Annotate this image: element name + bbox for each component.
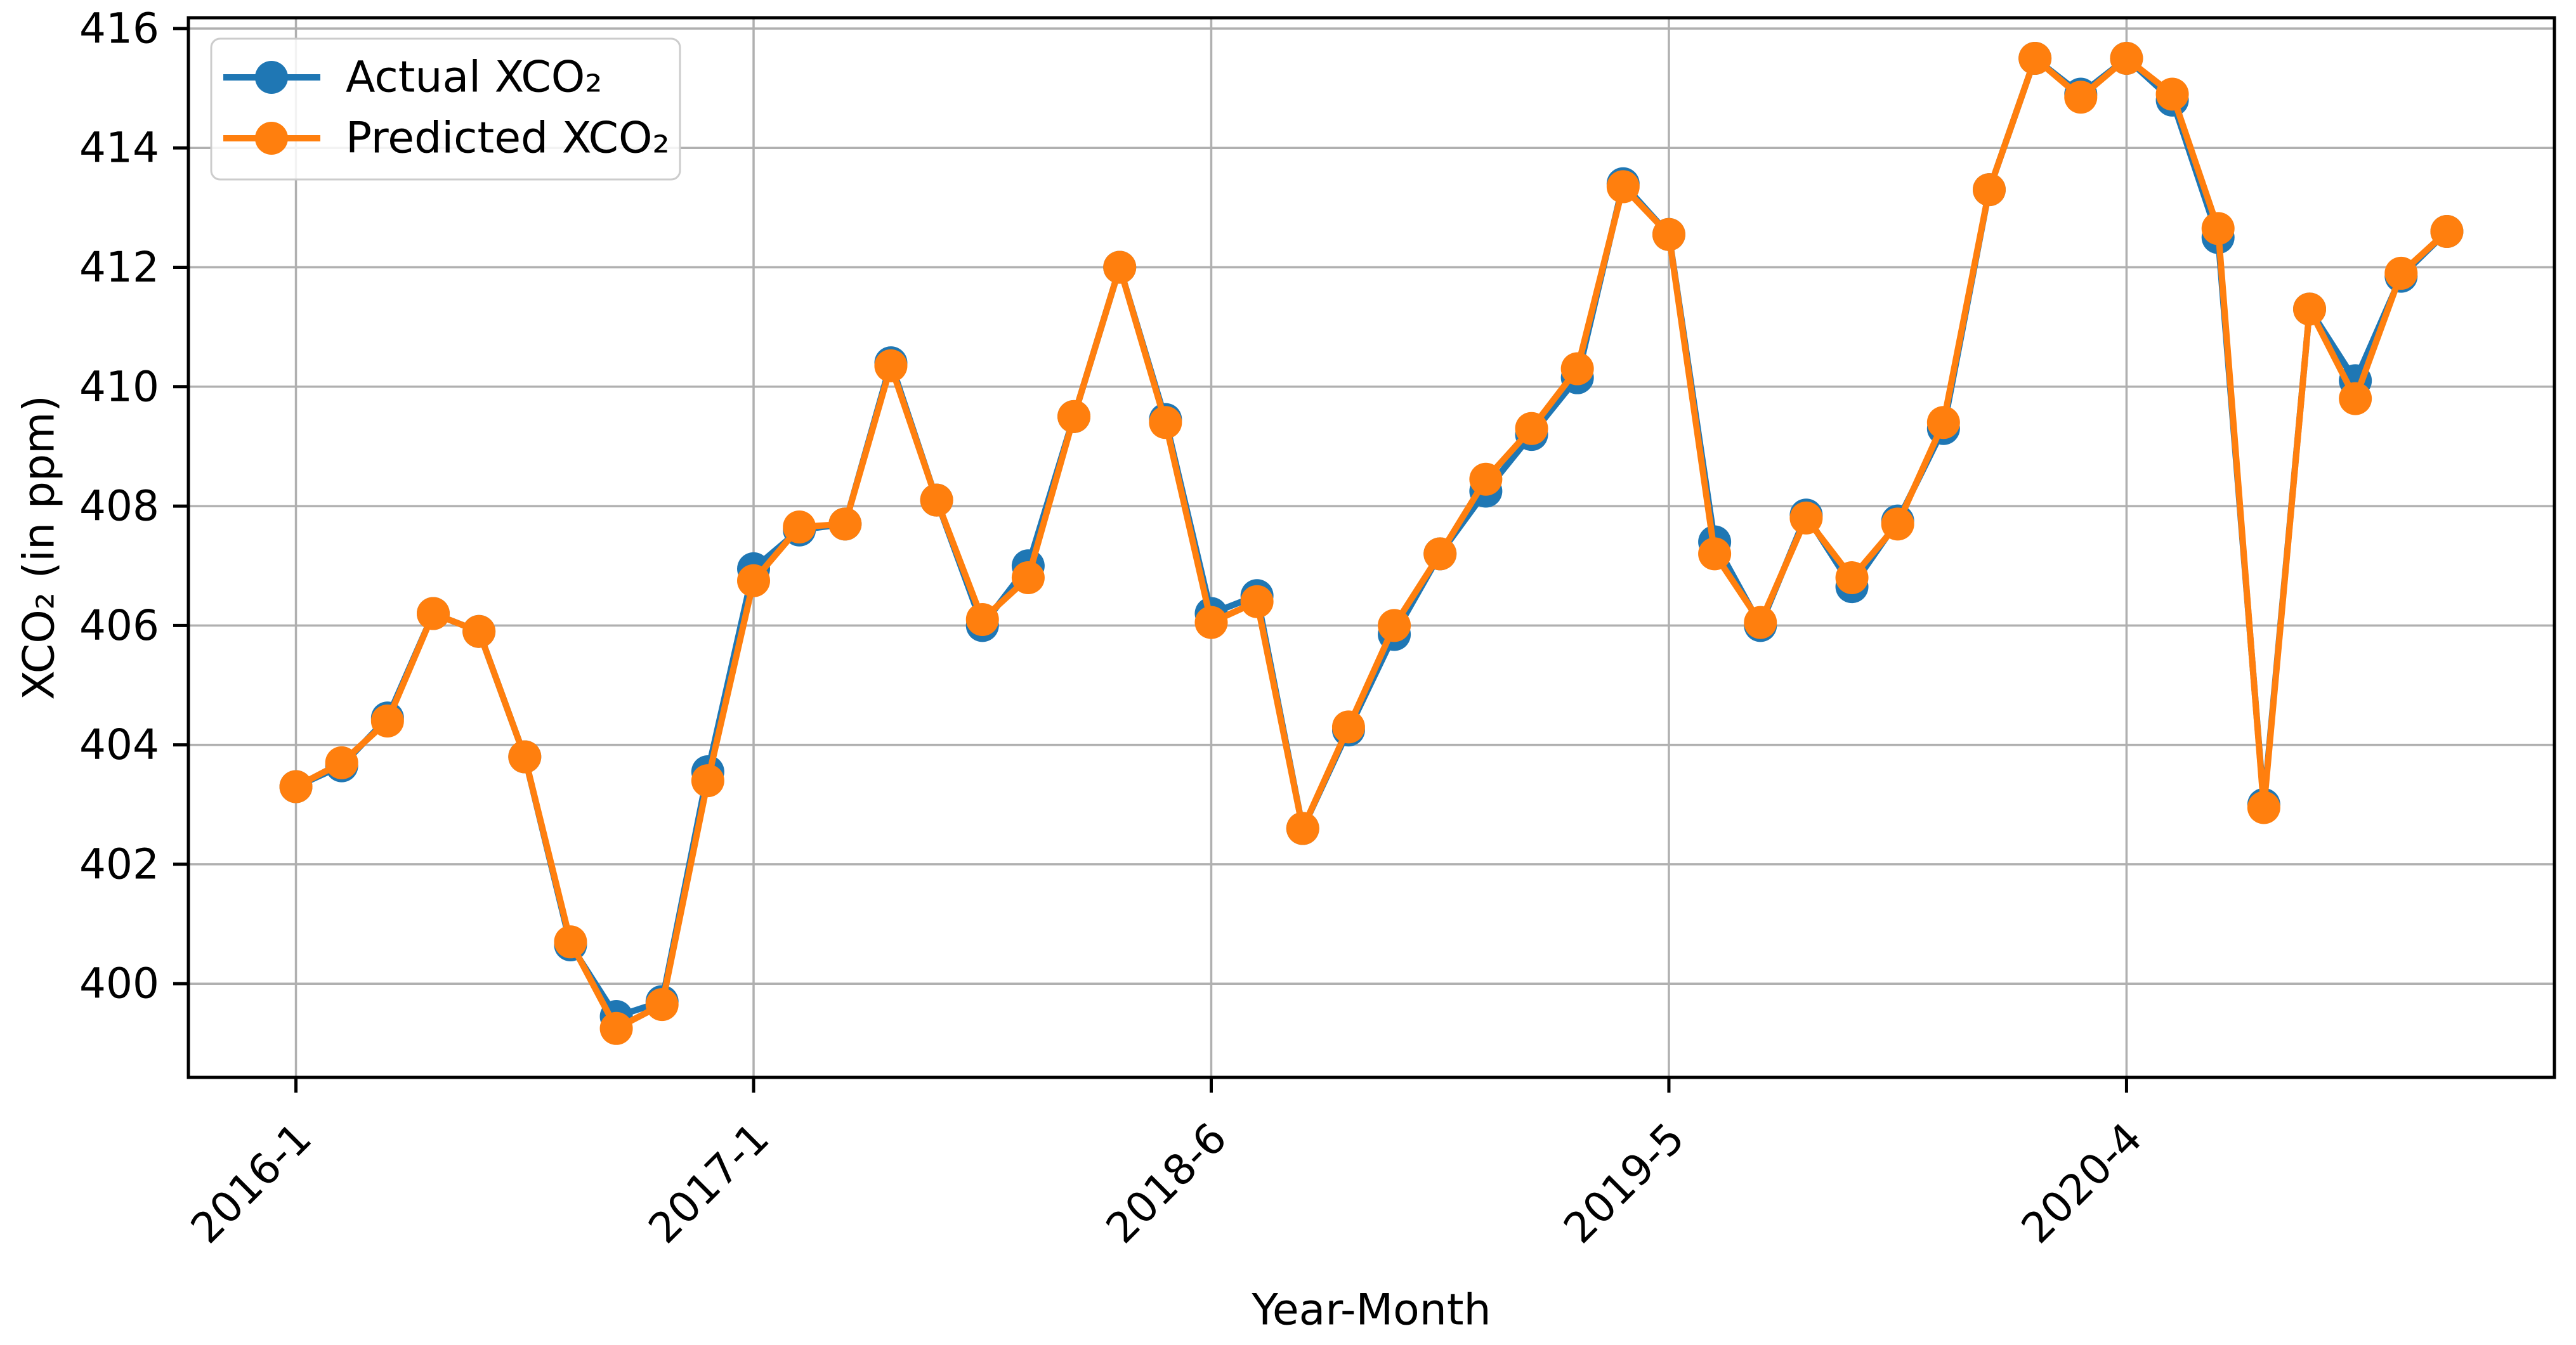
data-point-marker — [1378, 609, 1411, 642]
data-point-marker — [1835, 561, 1869, 595]
y-axis-label: XCO₂ (in ppm) — [15, 395, 65, 700]
data-point-marker — [1103, 250, 1137, 284]
data-point-marker — [1515, 412, 1548, 445]
data-point-marker — [2247, 791, 2280, 824]
data-point-marker — [2293, 292, 2327, 326]
series-predicted — [279, 42, 2464, 1045]
data-point-marker — [416, 597, 450, 630]
data-point-marker — [1789, 501, 1823, 535]
data-point-marker — [1469, 462, 1503, 496]
data-point-marker — [828, 507, 862, 541]
data-point-marker — [2018, 42, 2052, 75]
legend-label: Actual XCO₂ — [346, 53, 603, 103]
x-axis-label: Year-Month — [1251, 1285, 1491, 1335]
data-point-marker — [1240, 585, 1274, 618]
data-point-marker — [1560, 352, 1594, 386]
y-tick-label: 416 — [79, 4, 159, 53]
y-tick-label: 412 — [79, 243, 159, 292]
data-point-marker — [2339, 382, 2372, 415]
legend: Actual XCO₂ Predicted XCO₂ — [210, 37, 681, 181]
y-tick-label: 414 — [79, 124, 159, 172]
data-point-marker — [1698, 537, 1732, 571]
data-point-marker — [1423, 537, 1457, 571]
data-point-marker — [508, 740, 542, 774]
data-point-marker — [2384, 256, 2418, 290]
data-point-marker — [2155, 77, 2189, 111]
data-point-marker — [1194, 606, 1228, 639]
data-point-marker — [920, 483, 953, 517]
y-axis: 400 402 404 406 408 410 412 414 416 — [79, 4, 188, 1008]
data-point-marker — [645, 988, 679, 1022]
plot-border — [186, 16, 2556, 1079]
data-point-marker — [1331, 710, 1365, 744]
data-point-marker — [965, 602, 999, 636]
data-point-marker — [1057, 400, 1091, 433]
legend-sample-marker — [255, 61, 288, 94]
y-tick-label: 408 — [79, 482, 159, 531]
data-point-marker — [599, 1011, 633, 1045]
data-point-marker — [1972, 173, 2006, 207]
data-point-marker — [2201, 212, 2235, 245]
data-point-marker — [2110, 42, 2143, 75]
legend-sample-marker — [255, 122, 288, 155]
data-point-marker — [1744, 606, 1777, 639]
data-point-marker — [370, 704, 404, 737]
data-point-marker — [737, 564, 771, 597]
data-point-marker — [1926, 406, 1960, 439]
data-point-marker — [554, 925, 587, 959]
y-tick-label: 410 — [79, 362, 159, 411]
data-point-marker — [1652, 218, 1685, 251]
y-tick-label: 400 — [79, 959, 159, 1008]
data-point-marker — [874, 349, 908, 382]
legend-label: Predicted XCO₂ — [346, 114, 670, 164]
legend-box — [210, 37, 681, 181]
data-point-marker — [783, 510, 816, 544]
data-point-marker — [1606, 170, 1640, 204]
data-point-marker — [1149, 406, 1182, 439]
data-point-marker — [691, 764, 724, 798]
data-point-marker — [279, 770, 313, 803]
y-tick-label: 402 — [79, 840, 159, 888]
data-point-marker — [2430, 215, 2464, 249]
data-point-marker — [462, 614, 496, 648]
data-point-marker — [2064, 81, 2098, 114]
data-point-marker — [1011, 561, 1045, 595]
data-point-marker — [1286, 812, 1319, 845]
y-tick-label: 406 — [79, 601, 159, 650]
data-point-marker — [325, 746, 358, 779]
grid — [188, 18, 2554, 1077]
y-tick-label: 404 — [79, 720, 159, 769]
data-point-marker — [1881, 507, 1914, 541]
